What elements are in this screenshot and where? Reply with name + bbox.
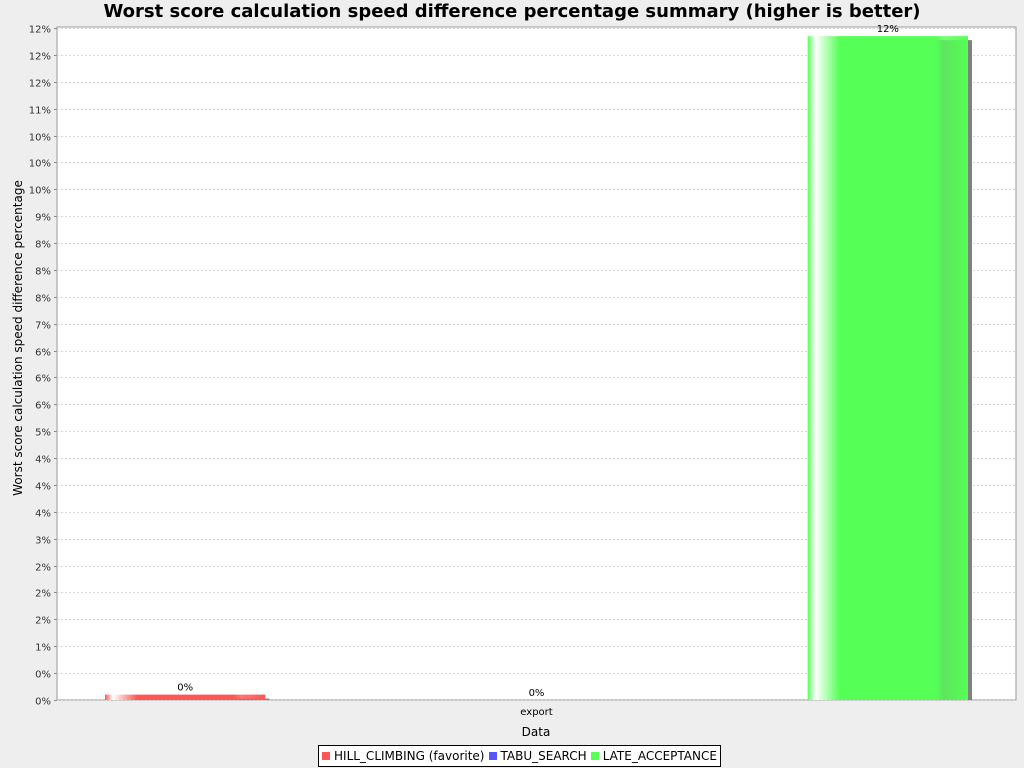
x-axis-label: Data — [522, 725, 551, 739]
y-tick-label: 6% — [35, 374, 51, 385]
y-tick-label: 2% — [35, 589, 51, 600]
legend-swatch — [322, 752, 330, 760]
y-tick-label: 8% — [35, 267, 51, 278]
y-tick-label: 2% — [35, 563, 51, 574]
y-tick-label: 0% — [35, 670, 51, 681]
y-tick-label: 7% — [35, 321, 51, 332]
legend-label: LATE_ACCEPTANCE — [602, 749, 717, 763]
y-tick-label: 12% — [29, 52, 51, 63]
y-tick-label: 5% — [35, 428, 51, 439]
bar-value-label: 12% — [877, 24, 899, 35]
bar-value-label: 0% — [177, 683, 193, 694]
y-tick-label: 8% — [35, 294, 51, 305]
y-tick-label: 4% — [35, 455, 51, 466]
bar — [105, 694, 266, 700]
y-tick-label: 6% — [35, 401, 51, 412]
y-tick-label: 1% — [35, 643, 51, 654]
y-tick-label: 10% — [29, 159, 51, 170]
chart-title: Worst score calculation speed difference… — [103, 1, 921, 22]
y-tick-label: 0% — [35, 697, 51, 708]
y-axis-label: Worst score calculation speed difference… — [11, 180, 25, 496]
legend-item: LATE_ACCEPTANCE — [590, 749, 717, 763]
bar — [807, 36, 968, 700]
legend-item: HILL_CLIMBING (favorite) — [322, 749, 485, 763]
legend-label: HILL_CLIMBING (favorite) — [334, 749, 485, 763]
y-tick-label: 12% — [29, 79, 51, 90]
x-tick-label: export — [520, 707, 552, 718]
legend: HILL_CLIMBING (favorite) TABU_SEARCH LATE_… — [318, 745, 721, 767]
y-tick-label: 12% — [29, 25, 51, 36]
y-tick-label: 4% — [35, 482, 51, 493]
legend-label: TABU_SEARCH — [500, 749, 587, 763]
legend-swatch — [590, 752, 599, 760]
y-tick-label: 3% — [35, 536, 51, 547]
y-tick-label: 6% — [35, 348, 51, 359]
y-tick-label: 10% — [29, 133, 51, 144]
y-tick-label: 9% — [35, 213, 51, 224]
legend-swatch — [488, 752, 497, 760]
legend-item: TABU_SEARCH — [488, 749, 587, 763]
bar-value-label: 0% — [529, 688, 545, 699]
y-tick-label: 10% — [29, 186, 51, 197]
y-tick-label: 11% — [29, 106, 51, 117]
y-tick-label: 4% — [35, 509, 51, 520]
y-tick-label: 8% — [35, 240, 51, 251]
y-tick-label: 2% — [35, 616, 51, 627]
